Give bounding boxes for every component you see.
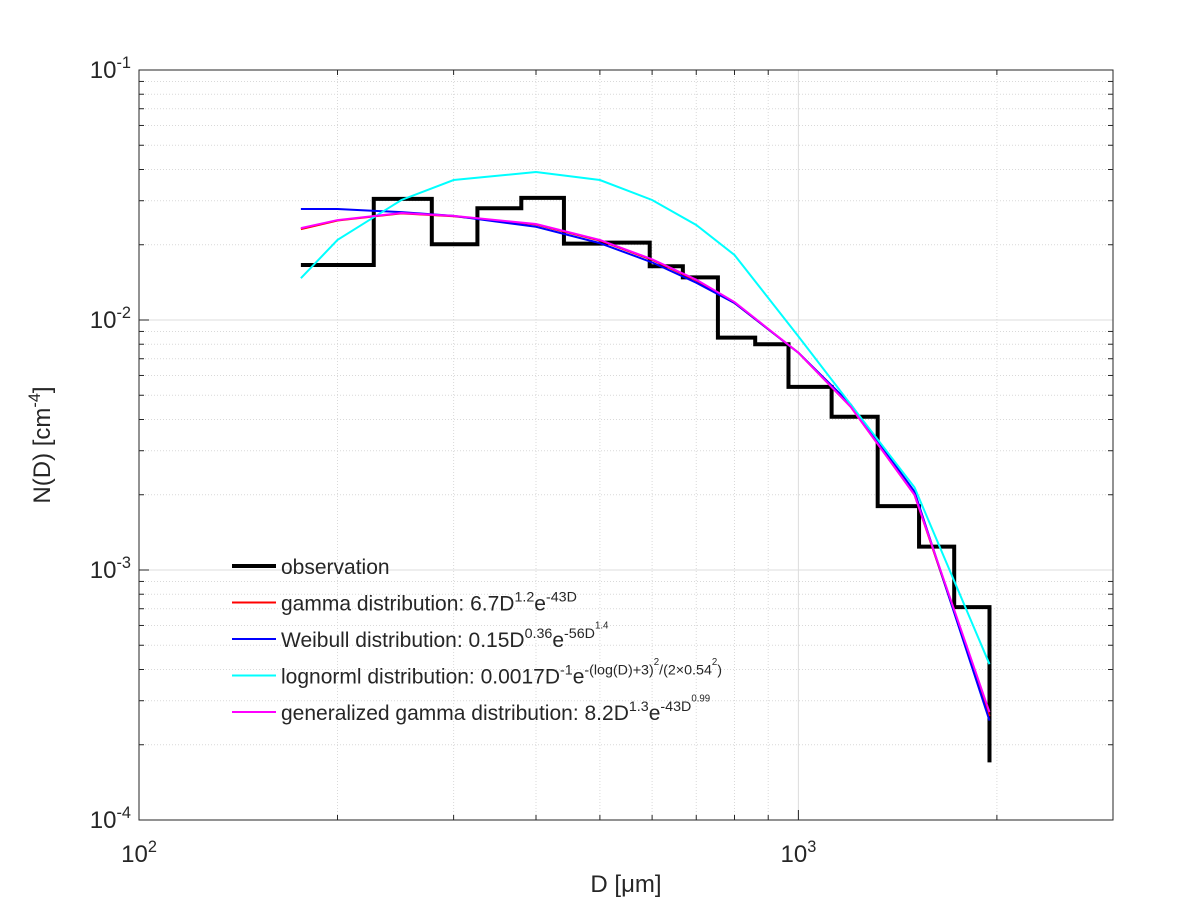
x-tick-label: 103 [781, 838, 817, 868]
y-tick-label: 10-1 [90, 54, 131, 84]
y-tick-label: 10-2 [90, 304, 131, 334]
legend-label: generalized gamma distribution: 8.2D1.3e… [281, 693, 710, 725]
y-axis-label: N(D) [cm-4] [26, 386, 56, 503]
x-tick-label: 102 [121, 838, 157, 868]
line [300, 211, 991, 713]
legend-label: Weibull distribution: 0.15D0.36e-56D1.4 [281, 620, 609, 652]
line [300, 170, 991, 665]
y-tick-label: 10-3 [90, 554, 131, 584]
y-tick-label: 10-4 [90, 804, 131, 834]
plot-frame [138, 69, 1114, 821]
legend-label: lognorml distribution: 0.0017D-1e-(log(D… [281, 657, 722, 689]
legend-label: observation [281, 556, 390, 579]
x-axis-label: D [μm] [590, 871, 661, 898]
legend-label: gamma distribution: 6.7D1.2e-43D [281, 590, 577, 616]
